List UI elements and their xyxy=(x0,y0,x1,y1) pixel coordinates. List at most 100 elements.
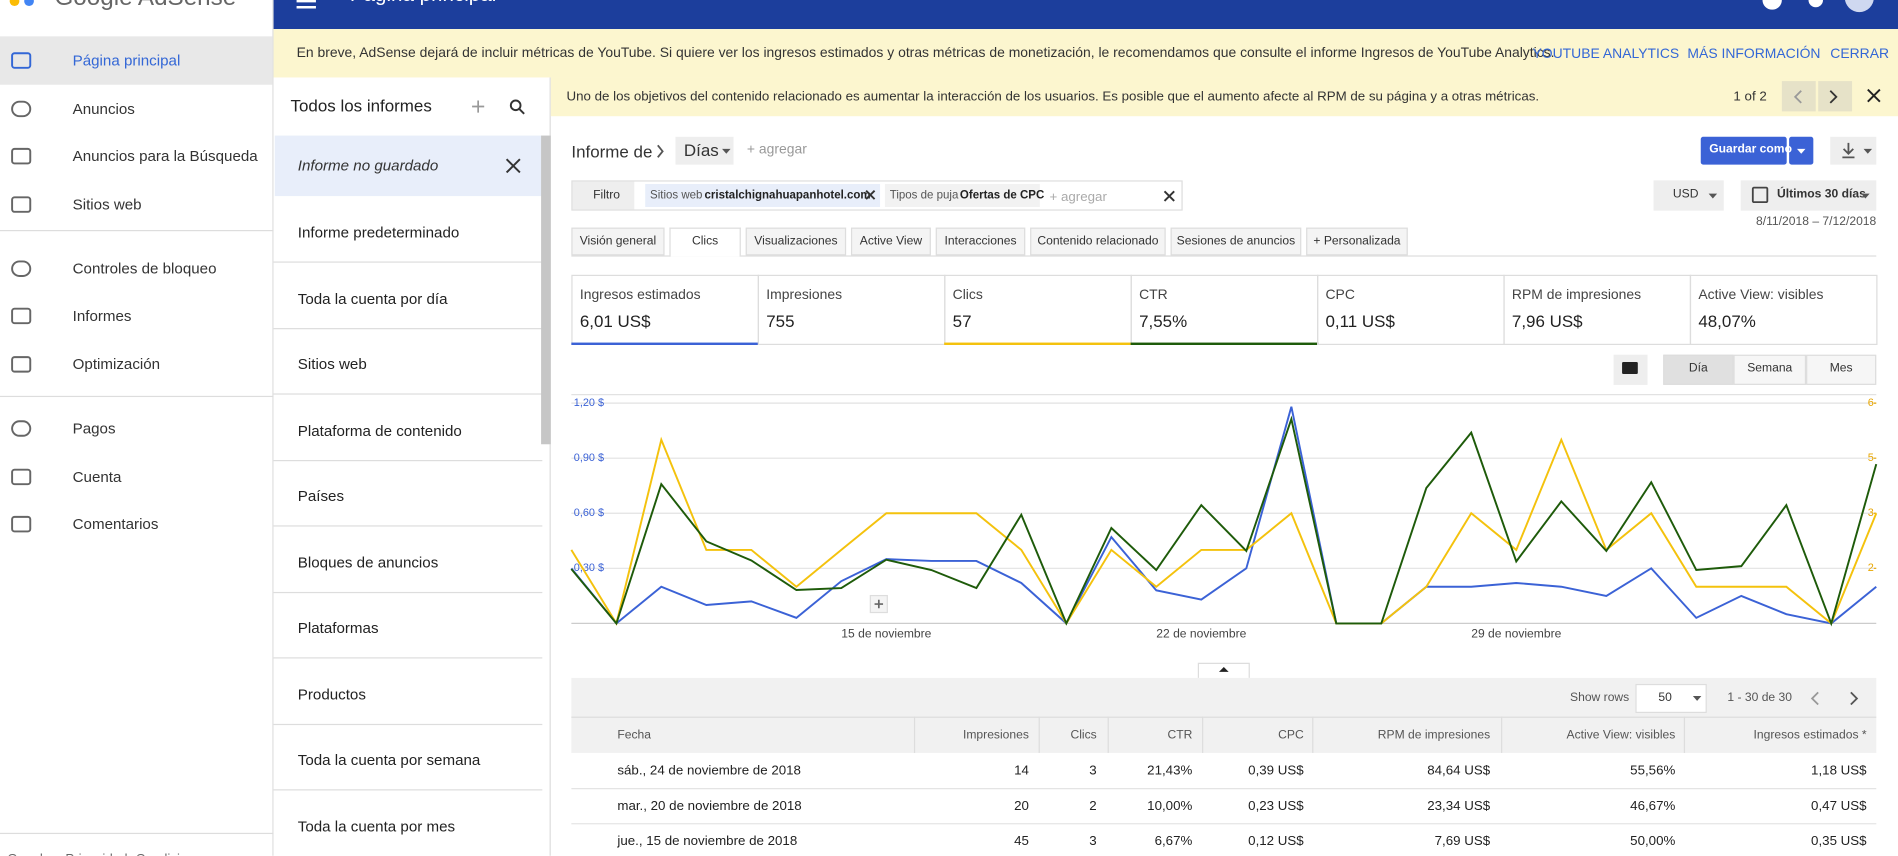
tab[interactable] xyxy=(669,227,741,257)
cell: 10,00% xyxy=(1147,798,1193,814)
y2-tick-label: 5 xyxy=(1868,452,1874,464)
metric-underline xyxy=(571,342,759,345)
divider xyxy=(273,327,543,329)
currency: USD xyxy=(1672,187,1699,201)
y2-tick-label: 2 xyxy=(1868,562,1874,574)
y2-tick-label: 3 xyxy=(1868,507,1874,519)
tab[interactable] xyxy=(1306,227,1408,256)
view-toggle-label[interactable]: Día xyxy=(1688,361,1708,376)
divider xyxy=(273,525,543,527)
add-filter[interactable]: + agregar xyxy=(1049,190,1107,205)
divider xyxy=(273,261,543,263)
nav-item[interactable]: Informes xyxy=(72,307,132,325)
view-toggle[interactable] xyxy=(1663,354,1734,385)
report-item[interactable]: Productos xyxy=(297,685,366,703)
cell: 0,12 US$ xyxy=(1248,834,1304,849)
date-range: 8/11/2018 – 7/12/2018 xyxy=(1756,215,1877,229)
metric-value: 48,07% xyxy=(1698,311,1756,331)
banner xyxy=(273,29,1898,78)
tab[interactable] xyxy=(850,227,931,256)
sidebar xyxy=(0,0,274,856)
cell: 55,56% xyxy=(1630,763,1676,779)
column-header: RPM de impresiones xyxy=(1377,728,1491,743)
tab[interactable] xyxy=(745,227,847,256)
report-item[interactable]: Plataforma de contenido xyxy=(297,421,462,439)
footer-link[interactable]: Google xyxy=(7,850,50,856)
comments-button[interactable] xyxy=(1613,354,1648,385)
tab[interactable] xyxy=(935,227,1026,256)
download-button[interactable] xyxy=(1830,136,1877,165)
metric-label: RPM de impresiones xyxy=(1511,288,1642,303)
tab-label[interactable]: Clics xyxy=(691,234,719,249)
banner-link[interactable]: CERRAR xyxy=(1830,47,1890,62)
prev-button[interactable] xyxy=(1781,81,1816,112)
report-item[interactable]: Toda la cuenta por día xyxy=(297,289,448,307)
banner-link[interactable]: YOUTUBE ANALYTICS xyxy=(1532,47,1680,62)
tab-label[interactable]: Visión general xyxy=(579,234,657,249)
chip-key: Tipos de puja xyxy=(889,188,959,203)
tab-label[interactable]: Visualizaciones xyxy=(754,234,838,249)
nav-item[interactable]: Sitios web xyxy=(72,196,142,214)
metric-card[interactable] xyxy=(1689,274,1878,345)
chip-key: Sitios web xyxy=(650,188,703,203)
tab-label[interactable]: Interacciones xyxy=(944,234,1017,249)
reports-panel xyxy=(273,77,551,856)
report-item[interactable]: Toda la cuenta por semana xyxy=(297,751,481,769)
nav-item[interactable]: Anuncios para la Búsqueda xyxy=(72,147,258,165)
banner-link[interactable]: MÁS INFORMACIÓN xyxy=(1687,47,1821,62)
unsaved-report-label[interactable]: Informe no guardado xyxy=(297,157,439,175)
y-tick-label: 0,90 $ xyxy=(574,452,604,464)
view-toggle[interactable] xyxy=(1733,354,1807,385)
tab-label[interactable]: Active View xyxy=(859,234,923,249)
nav-item[interactable]: Comentarios xyxy=(72,515,159,533)
row-line xyxy=(571,823,1877,825)
save-button[interactable] xyxy=(1700,136,1787,165)
tab[interactable] xyxy=(1170,227,1302,256)
report-item[interactable]: Plataformas xyxy=(297,619,379,637)
view-toggle-label[interactable]: Mes xyxy=(1829,361,1853,376)
show-rows-label: Show rows xyxy=(1570,691,1630,705)
tab[interactable] xyxy=(571,227,665,256)
save-caret[interactable] xyxy=(1789,136,1814,165)
report-item[interactable]: Bloques de anuncios xyxy=(297,553,439,571)
page-range: 1 - 30 de 30 xyxy=(1727,691,1792,705)
period: Últimos 30 días xyxy=(1777,187,1866,201)
metric-value: 57 xyxy=(952,311,972,331)
column-header[interactable]: Fecha xyxy=(617,728,652,743)
tab[interactable] xyxy=(1030,227,1166,256)
metric-label: Clics xyxy=(952,288,983,303)
cell: 3 xyxy=(1089,834,1097,849)
plus-icon xyxy=(874,599,884,609)
nav-item[interactable]: Optimización xyxy=(72,355,161,373)
nav-item[interactable]: Cuenta xyxy=(72,468,122,486)
logo: Google AdSense xyxy=(54,0,236,10)
report-item[interactable]: Informe predeterminado xyxy=(297,223,460,241)
nav-item[interactable]: Pagos xyxy=(72,420,116,437)
nav-item[interactable]: Página principal xyxy=(72,52,181,69)
next-button[interactable] xyxy=(1818,81,1853,112)
nav-item[interactable]: Controles de bloqueo xyxy=(72,260,217,278)
tab-label[interactable]: + Personalizada xyxy=(1313,234,1401,249)
report-item[interactable]: Sitios web xyxy=(297,355,367,373)
series-line xyxy=(570,415,1878,627)
tab-label[interactable]: Sesiones de anuncios xyxy=(1176,234,1296,249)
cell: 20 xyxy=(1014,798,1029,814)
report-label: Informe de xyxy=(571,141,653,161)
cell: 45 xyxy=(1014,834,1029,849)
footer-link[interactable]: Condiciones xyxy=(136,850,209,856)
view-toggle[interactable] xyxy=(1806,354,1877,385)
report-item[interactable]: Toda la cuenta por mes xyxy=(297,817,456,835)
cell: 0,47 US$ xyxy=(1811,798,1867,814)
footer-link[interactable]: Privacidad xyxy=(65,850,127,856)
column-separator xyxy=(1501,716,1503,753)
tab-label[interactable]: Contenido relacionado xyxy=(1037,234,1159,249)
divider xyxy=(273,657,543,659)
metric-label: Ingresos estimados xyxy=(579,288,701,303)
nav-item[interactable]: Anuncios xyxy=(72,100,135,118)
column-header: Active View: visibles xyxy=(1566,728,1676,743)
view-toggle-label[interactable]: Semana xyxy=(1747,361,1793,376)
cell: 0,23 US$ xyxy=(1248,798,1304,814)
add-dimension[interactable]: + agregar xyxy=(746,142,807,158)
report-item[interactable]: Países xyxy=(297,487,345,505)
